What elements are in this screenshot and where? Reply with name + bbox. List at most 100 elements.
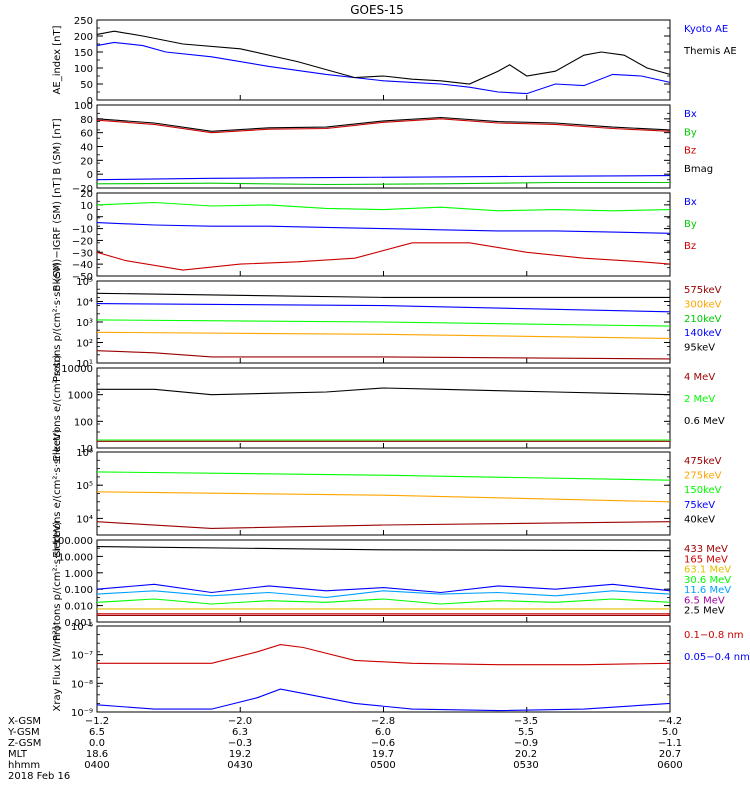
series-line-4-1: [96, 292, 670, 298]
legend-entry: 300keV: [684, 299, 722, 310]
series-line-3-1: [96, 201, 671, 212]
y-tick-label: 0: [87, 96, 93, 107]
y-tick-label: 10⁻⁹: [71, 708, 93, 719]
legend-entry: 210keV: [684, 314, 722, 325]
legend-entry: Bz: [684, 241, 696, 252]
y-tick-label: 50: [80, 80, 93, 91]
footer-value: 20.2: [515, 749, 537, 760]
footer-value: −1.2: [85, 716, 109, 727]
legend-entry: 575keV: [684, 285, 722, 296]
footer-value: 0400: [84, 760, 109, 771]
y-tick-label: −20: [72, 236, 93, 247]
panel-5: 10000 1000 100 10 Electrons e/(cm²·s·sr) 4 Me…: [52, 354, 725, 461]
footer-value: 18.6: [86, 749, 108, 760]
footer-value: 19.7: [372, 749, 394, 760]
legend-entry: 95keV: [684, 343, 715, 354]
y-axis-label: Protons p/(cm²·s·sr·keV): [52, 262, 63, 382]
footer-row-label: Z-GSM: [8, 738, 41, 749]
footer-value: 0500: [370, 760, 395, 771]
panel-frame: [96, 19, 671, 101]
y-tick-label: 10⁻⁸: [71, 679, 93, 690]
series-line-7-1: [96, 546, 671, 552]
panel-8: 10⁻⁶ 10⁻⁷ 10⁻⁸ 10⁻⁹ Xray Flux [W/m²] 0.1−0.8 …: [52, 622, 750, 719]
legend-entry: Bx: [684, 109, 697, 120]
y-tick-label: 100: [74, 64, 93, 75]
legend-entry: 275keV: [684, 471, 722, 482]
series-line-2-4: [96, 181, 670, 186]
legend-entry: 6.5 MeV: [684, 595, 725, 606]
footer-value: −4.2: [658, 716, 682, 727]
y-tick-label: −10: [72, 225, 93, 236]
footer-value: 5.5: [518, 727, 534, 738]
footer-date: 2018 Feb 16: [8, 771, 70, 782]
panel-frame: [96, 539, 671, 623]
panel-7: 100.000 10.000 1.000 0.100 0.010 0.001Protons…: [52, 521, 732, 641]
y-tick-label: 10000: [61, 364, 93, 375]
panel-frame: [96, 625, 671, 713]
y-tick-label: 0.100: [64, 585, 93, 596]
y-tick-label: 60: [80, 129, 93, 140]
y-tick-label: 10⁵: [76, 481, 93, 492]
y-axis-label: B (SM) [nT]: [52, 118, 63, 174]
y-axis-label: AE_index [nT]: [52, 25, 63, 94]
series-line-4-5: [96, 350, 671, 360]
y-axis-label: Protons p/(cm²·s·sr·keV): [52, 521, 63, 641]
series-line-4-4: [96, 331, 671, 339]
panel-4: 10⁵ 10⁴ 10³ 10² 10¹ Protons p/(cm²·s·sr·keV) 5…: [52, 262, 722, 382]
y-axis-label: Electrons e/(cm²·s·sr·keV): [52, 429, 63, 558]
y-tick-label: 10⁶: [76, 448, 93, 459]
footer-row-label: MLT: [8, 749, 28, 760]
y-axis-label: Xray Flux [W/m²]: [52, 626, 63, 711]
y-tick-label: 200: [74, 32, 93, 43]
legend-entry: 4 MeV: [684, 372, 715, 383]
series-line-6-2: [96, 491, 671, 503]
legend-entry: 433 MeV: [684, 544, 728, 555]
footer-value: −3.5: [514, 716, 538, 727]
legend-entry: Bz: [684, 146, 696, 157]
footer-value: 20.7: [659, 749, 681, 760]
series-line-7-2: [96, 583, 671, 594]
legend-entry: Bmag: [684, 164, 713, 175]
y-tick-label: 20: [80, 189, 93, 200]
y-tick-label: 1.000: [64, 569, 93, 580]
footer-value: 0600: [657, 760, 682, 771]
legend-entry: 30.6 MeV: [684, 575, 731, 586]
footer-value: −2.0: [228, 716, 252, 727]
footer-value: −1.1: [658, 738, 682, 749]
y-tick-label: 10⁵: [76, 277, 93, 288]
series-line-2-1: [96, 118, 671, 134]
y-tick-label: 250: [74, 16, 93, 27]
series-line-1-1: [96, 41, 671, 95]
y-tick-label: 10⁴: [76, 298, 93, 309]
footer-value: −2.8: [371, 716, 395, 727]
legend-entry: 75keV: [684, 500, 715, 511]
panel-1: 250 200 150 100 50 0 AE_index [nT] Kyoto AE Them…: [52, 16, 737, 107]
y-tick-label: 80: [80, 115, 93, 126]
footer-row-label: hhmm: [8, 760, 40, 771]
legend-entry: 475keV: [684, 456, 722, 467]
y-tick-label: 0.001: [64, 618, 93, 629]
footer-value: 0530: [513, 760, 538, 771]
series-line-4-2: [96, 303, 671, 313]
plot-title: GOES-15: [350, 3, 404, 17]
y-tick-label: −30: [72, 248, 93, 259]
footer-row-label: X-GSM: [8, 716, 41, 727]
y-tick-label: 10⁻⁶: [71, 622, 93, 633]
footer-value: 0430: [227, 760, 252, 771]
series-line-3-3: [96, 242, 671, 271]
footer-value: 5.0: [662, 727, 678, 738]
y-tick-label: 100.000: [52, 536, 93, 547]
legend-entry: 0.1−0.8 nm: [684, 630, 743, 641]
legend-entry: 40keV: [684, 514, 715, 525]
y-tick-label: 0.010: [64, 602, 93, 613]
panel-frame: [96, 192, 671, 277]
y-tick-label: 10: [80, 444, 93, 455]
panel-frame: [96, 367, 671, 449]
legend-entry: Kyoto AE: [684, 24, 728, 35]
footer-value: −0.6: [371, 738, 395, 749]
y-tick-label: 10³: [76, 318, 93, 329]
y-tick-label: 100: [74, 101, 93, 112]
legend-entry: By: [684, 127, 697, 138]
y-axis-label: B (SM)−IGRF (SM) [nT]: [52, 177, 63, 291]
